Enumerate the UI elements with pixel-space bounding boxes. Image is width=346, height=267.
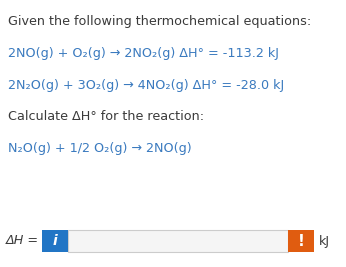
FancyBboxPatch shape [68, 230, 288, 252]
Text: kJ: kJ [319, 234, 330, 248]
Text: Given the following thermochemical equations:: Given the following thermochemical equat… [8, 15, 311, 28]
Text: 2N₂O(​g) + 3O₂(​g) → 4NO₂(​g) ΔH° = -28.0 kJ: 2N₂O(​g) + 3O₂(​g) → 4NO₂(​g) ΔH° = -28.… [8, 79, 284, 92]
FancyBboxPatch shape [288, 230, 314, 252]
Text: i: i [53, 234, 57, 248]
Text: 2NO(​g) + O₂(​g) → 2NO₂(​g) ΔH° = -113.2 kJ: 2NO(​g) + O₂(​g) → 2NO₂(​g) ΔH° = -113.2… [8, 47, 279, 60]
Text: ΔH =: ΔH = [6, 234, 39, 248]
FancyBboxPatch shape [42, 230, 68, 252]
Text: Calculate ΔH° for the reaction:: Calculate ΔH° for the reaction: [8, 110, 204, 123]
Text: N₂O(​g) + 1/2 O₂(​g) → 2NO(​g): N₂O(​g) + 1/2 O₂(​g) → 2NO(​g) [8, 142, 192, 155]
Text: !: ! [298, 234, 304, 249]
